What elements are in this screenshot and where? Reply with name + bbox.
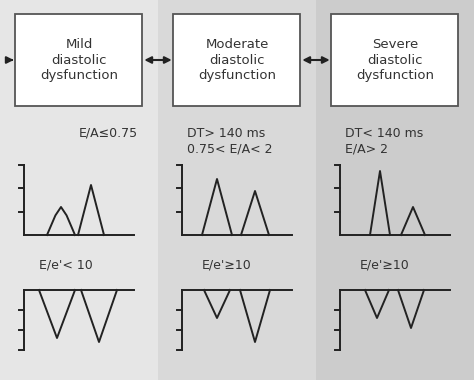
Text: Severe
diastolic
dysfunction: Severe diastolic dysfunction (356, 38, 434, 81)
Text: DT< 140 ms
E/A> 2: DT< 140 ms E/A> 2 (345, 127, 423, 155)
Text: E/e'≥10: E/e'≥10 (202, 258, 252, 271)
Bar (158, 0, 316, 380)
FancyBboxPatch shape (16, 14, 143, 106)
Text: Mild
diastolic
dysfunction: Mild diastolic dysfunction (40, 38, 118, 81)
Text: E/e'≥10: E/e'≥10 (360, 258, 410, 271)
FancyBboxPatch shape (331, 14, 458, 106)
Text: DT> 140 ms
0.75< E/A< 2: DT> 140 ms 0.75< E/A< 2 (187, 127, 273, 155)
FancyBboxPatch shape (173, 14, 301, 106)
Bar (316, 0, 474, 380)
Text: E/A≤0.75: E/A≤0.75 (79, 127, 138, 140)
Bar (0, 0, 158, 380)
Text: E/e'< 10: E/e'< 10 (39, 258, 93, 271)
Text: Moderate
diastolic
dysfunction: Moderate diastolic dysfunction (198, 38, 276, 81)
